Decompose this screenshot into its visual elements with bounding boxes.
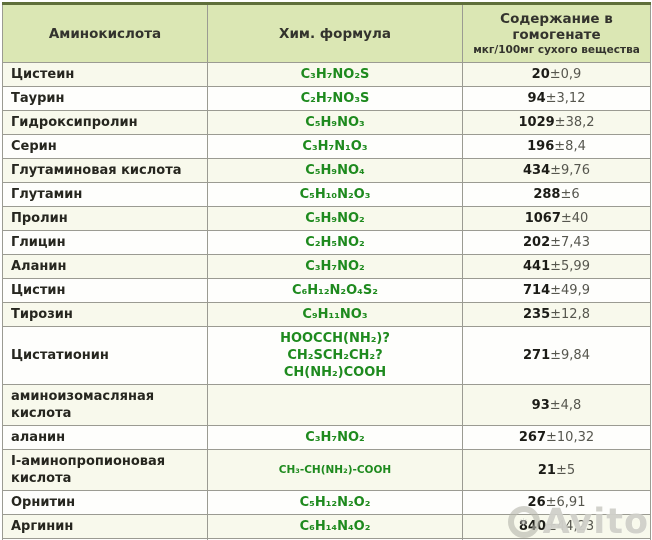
value-cell: 267±10,32 (462, 425, 651, 450)
formula-cell: C₆H₁₄N₄O₂ (207, 514, 463, 539)
table-row: аминомасляная кислотаC₄H₉O₂N11±4,77 (2, 538, 651, 540)
amino-name-cell: Глутаминовая кислота (2, 158, 208, 183)
table-row: Тирозин C₉H₁₁NO₃ 235±12,8 (2, 302, 651, 327)
value-cell: 271±9,84 (462, 326, 651, 385)
value-cell: 20±0,9 (462, 62, 651, 87)
table-row: Гидроксипролин C₅H₉NO₃ 1029±38,2 (2, 110, 651, 135)
amino-name-cell: Глутамин (2, 182, 208, 207)
value-cell: 11±4,77 (462, 538, 651, 540)
amino-name-cell: Цистатионин (2, 326, 208, 385)
table-row: Аланин C₃H₇NO₂ 441±5,99 (2, 254, 651, 279)
table-header: Аминокислота Хим. формула Содержание в г… (2, 3, 651, 63)
table-row: Глутамин C₅H₁₀N₂O₃ 288±6 (2, 182, 651, 207)
table-row: Цистеин C₃H₇NO₂S 20±0,9 (2, 62, 651, 87)
amino-name-cell: Цистеин (2, 62, 208, 87)
amino-name-cell: Пролин (2, 206, 208, 231)
table-row: Глутаминовая кислота C₅H₉NO₄ 434±9,76 (2, 158, 651, 183)
value-cell: 288±6 (462, 182, 651, 207)
amino-name-cell: Таурин (2, 86, 208, 111)
header-chem-formula: Хим. формула (207, 3, 463, 63)
formula-cell: C₉H₁₁NO₃ (207, 302, 463, 327)
amino-name-cell: Цистин (2, 278, 208, 303)
amino-name-cell: Аргинин (2, 514, 208, 539)
table-row: Серин C₃H₇N₁O₃ 196±8,4 (2, 134, 651, 159)
value-cell: 21±5 (462, 449, 651, 491)
table-row: аминоизомасляная кислота 93±4,8 (2, 384, 651, 426)
header-content-title: Содержание в гомогенате (500, 11, 613, 43)
amino-name-cell: Гидроксипролин (2, 110, 208, 135)
amino-name-cell: Орнитин (2, 490, 208, 515)
amino-name-cell: Глицин (2, 230, 208, 255)
value-cell: 714±49,9 (462, 278, 651, 303)
formula-cell: C₃H₇NO₂ (207, 254, 463, 279)
value-cell: 202±7,43 (462, 230, 651, 255)
formula-cell: C₅H₉NO₃ (207, 110, 463, 135)
header-amino-acid: Аминокислота (2, 3, 208, 63)
amino-name-cell: I-аминопропионовая кислота (2, 449, 208, 491)
amino-name-cell: Серин (2, 134, 208, 159)
formula-cell: C₃H₇NO₂S (207, 62, 463, 87)
table-row: аланин C₃H₇NO₂ 267±10,32 (2, 425, 651, 450)
header-row: Аминокислота Хим. формула Содержание в г… (2, 3, 651, 63)
value-cell: 94±3,12 (462, 86, 651, 111)
header-content: Содержание в гомогенате мкг/100мг сухого… (462, 3, 651, 63)
table-row: Орнитин C₅H₁₂N₂O₂ 26±6,91 (2, 490, 651, 515)
value-cell: 235±12,8 (462, 302, 651, 327)
amino-name-cell: Тирозин (2, 302, 208, 327)
value-cell: 26±6,91 (462, 490, 651, 515)
value-cell: 1067±40 (462, 206, 651, 231)
value-cell: 196±8,4 (462, 134, 651, 159)
table-row: Аргинин C₆H₁₄N₄O₂ 840±44,23 (2, 514, 651, 539)
table-body: Цистеин C₃H₇NO₂S 20±0,9 Таурин C₂H₇NO₃S 94±3,… (2, 62, 651, 540)
formula-cell: C₅H₉NO₂ (207, 206, 463, 231)
table-row: Глицин C₂H₅NO₂ 202±7,43 (2, 230, 651, 255)
formula-cell: C₂H₇NO₃S (207, 86, 463, 111)
table-row: Цистин C₆H₁₂N₂O₄S₂ 714±49,9 (2, 278, 651, 303)
amino-name-cell: аланин (2, 425, 208, 450)
table-row: Пролин C₅H₉NO₂ 1067±40 (2, 206, 651, 231)
table-row: I-аминопропионовая кислота CH₃-CH(NH₂)-CO… (2, 449, 651, 491)
formula-cell: C₅H₉NO₄ (207, 158, 463, 183)
formula-cell (207, 384, 463, 426)
value-cell: 441±5,99 (462, 254, 651, 279)
amino-name-cell: аминоизомасляная кислота (2, 384, 208, 426)
formula-cell: C₂H₅NO₂ (207, 230, 463, 255)
formula-cell: CH₃-CH(NH₂)-COOH (207, 449, 463, 491)
formula-cell: C₃H₇N₁O₃ (207, 134, 463, 159)
formula-cell: HOOCCH(NH₂)? CH₂SCH₂CH₂? CH(NH₂)COOH (207, 326, 463, 385)
formula-cell: C₃H₇NO₂ (207, 425, 463, 450)
formula-cell: C₅H₁₂N₂O₂ (207, 490, 463, 515)
value-cell: 840±44,23 (462, 514, 651, 539)
table-row: Цистатионин HOOCCH(NH₂)? CH₂SCH₂CH₂? CH(NH₂… (2, 326, 651, 385)
amino-name-cell: Аланин (2, 254, 208, 279)
value-cell: 1029±38,2 (462, 110, 651, 135)
value-cell: 434±9,76 (462, 158, 651, 183)
header-content-units: мкг/100мг сухого вещества (473, 44, 640, 56)
formula-cell: C₅H₁₀N₂O₃ (207, 182, 463, 207)
table-row: Таурин C₂H₇NO₃S 94±3,12 (2, 86, 651, 111)
formula-cell: C₆H₁₂N₂O₄S₂ (207, 278, 463, 303)
value-cell: 93±4,8 (462, 384, 651, 426)
